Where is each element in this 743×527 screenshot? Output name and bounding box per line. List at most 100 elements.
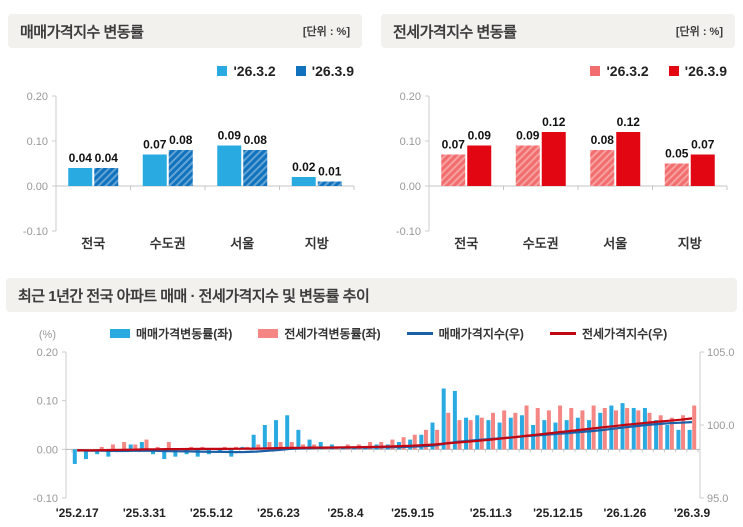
trend-bar	[486, 420, 491, 450]
trend-bar	[642, 407, 647, 450]
y-tick-label: 0.10	[27, 136, 48, 148]
bar-value-label: 0.09	[516, 129, 540, 143]
trend-bar	[262, 425, 267, 450]
x-tick-label: '26.3.9	[674, 506, 711, 520]
trend-bar	[508, 417, 513, 450]
trend-bar	[166, 442, 171, 450]
trend-bar	[446, 412, 451, 450]
x-tick-label: '26.1.26	[604, 506, 647, 520]
bar-수도권-'26.3.2	[515, 145, 540, 186]
trend-bar	[289, 442, 294, 450]
trend-bar	[513, 412, 518, 450]
y-tick-label: -0.10	[396, 226, 421, 238]
trend-bar	[162, 449, 167, 460]
bar-지방-'26.3.2	[664, 163, 689, 186]
trend-bar	[665, 425, 670, 450]
bar-전국-'26.3.2	[441, 154, 466, 186]
trend-bar	[419, 434, 424, 450]
trend-legend-sale-line-label: 매매가격지수(우)	[438, 327, 524, 341]
bar-전국-'26.3.2	[68, 168, 93, 186]
trend-legend-sale-bar: 매매가격변동률(좌)	[110, 325, 232, 342]
trend-bar	[654, 420, 659, 450]
sale-change-panel: 매매가격지수 변동률 [단위 : %] '26.3.2 '26.3.9 0.20…	[8, 14, 362, 256]
jeonse-legend-item-2: '26.3.9	[668, 63, 727, 79]
y-tick-label: -0.10	[23, 226, 48, 238]
trend-bar	[636, 410, 641, 450]
left-tick-label: 0.20	[37, 347, 58, 359]
x-tick-label: '25.11.3	[470, 506, 513, 520]
bar-서울-'26.3.9	[616, 132, 641, 186]
trend-bar	[173, 449, 178, 457]
trend-bar	[687, 429, 692, 450]
trend-bar	[692, 405, 697, 450]
bar-value-label: 0.04	[95, 151, 119, 165]
trend-bar	[681, 415, 686, 450]
trend-bar	[613, 410, 618, 450]
jeonse-change-panel: 전세가격지수 변동률 [단위 : %] '26.3.2 '26.3.9 0.20…	[381, 14, 735, 256]
bar-전국-'26.3.9	[467, 145, 492, 186]
jeonse-legend-item-1: '26.3.2	[590, 63, 649, 79]
sale-series2-label: '26.3.9	[311, 63, 354, 79]
category-label: 지방	[305, 236, 329, 251]
trend-bar	[155, 446, 160, 450]
right-tick-label: 95.0	[707, 493, 728, 505]
jeonse-panel-title: 전세가격지수 변동률	[393, 23, 517, 41]
trend-legend-jeonse-bar: 전세가격변동률(좌)	[258, 325, 381, 342]
bar-수도권-'26.3.9	[168, 150, 193, 186]
trend-bar	[497, 422, 502, 450]
trend-bar	[318, 442, 323, 450]
left-tick-label: -0.10	[33, 493, 58, 505]
sale-panel-title: 매매가격지수 변동률	[20, 23, 144, 41]
trend-bar	[569, 407, 574, 450]
trend-bar	[133, 444, 138, 450]
bar-value-label: 0.04	[69, 151, 93, 165]
trend-bar	[647, 412, 652, 450]
jeonse-series1-swatch-icon	[590, 66, 601, 76]
y-tick-label: 0.10	[400, 136, 421, 148]
trend-bar	[278, 442, 283, 450]
category-label: 수도권	[150, 236, 186, 251]
trend-bar	[83, 449, 88, 460]
category-label: 전국	[81, 236, 105, 251]
trend-bar	[435, 429, 440, 450]
trend-bar	[502, 410, 507, 450]
trend-bar	[267, 442, 272, 450]
trend-bar	[519, 415, 524, 450]
trend-bar	[139, 442, 144, 450]
trend-bar	[423, 429, 428, 450]
trend-combo-chart: (%) 0.20 0.10 0.00 -0.10 105.0 100.0 95.0 '25.2.…	[33, 329, 735, 520]
trend-legend-jeonse-line: 전세가격지수(우)	[549, 325, 667, 342]
bar-수도권-'26.3.9	[541, 132, 566, 186]
sale-change-bar-swatch-icon	[110, 329, 130, 338]
bar-value-label: 0.12	[617, 115, 641, 129]
sale-legend: '26.3.2 '26.3.9	[8, 60, 362, 82]
trend-panel: 최근 1년간 전국 아파트 매매 · 전세가격지수 및 변동률 추이	[6, 278, 737, 312]
trend-bar	[524, 405, 529, 450]
trend-bar	[307, 439, 312, 450]
trend-bar	[479, 417, 484, 450]
trend-bar	[564, 420, 569, 450]
trend-legend: 매매가격변동률(좌) 전세가격변동률(좌) 매매가격지수(우) 전세가격지수(우…	[110, 325, 667, 342]
bar-지방-'26.3.9	[690, 154, 715, 186]
jeonse-series2-label: '26.3.9	[684, 63, 727, 79]
jeonse-series1-label: '26.3.2	[606, 63, 649, 79]
sale-index-line-swatch-icon	[406, 332, 433, 335]
trend-bar	[475, 415, 480, 450]
trend-bar	[491, 412, 496, 450]
sale-series1-swatch-icon	[217, 66, 228, 76]
trend-bar	[625, 407, 630, 450]
trend-bar	[122, 442, 127, 450]
trend-bar	[457, 420, 462, 450]
trend-bar	[669, 417, 674, 450]
bar-value-label: 0.07	[442, 138, 466, 152]
jeonse-unit-label: [단위 : %]	[675, 26, 723, 38]
trend-legend-sale-line: 매매가격지수(우)	[406, 325, 524, 342]
category-label: 서울	[603, 236, 627, 251]
jeonse-bar-chart: 0.200.100.00-0.10전국0.070.09수도권0.090.12서울…	[396, 91, 728, 251]
sale-legend-item-2: '26.3.9	[295, 63, 354, 79]
bar-value-label: 0.08	[244, 133, 268, 147]
trend-bar	[558, 405, 563, 450]
left-tick-label: 0.10	[37, 396, 58, 408]
jeonse-index-line-swatch-icon	[549, 332, 576, 335]
